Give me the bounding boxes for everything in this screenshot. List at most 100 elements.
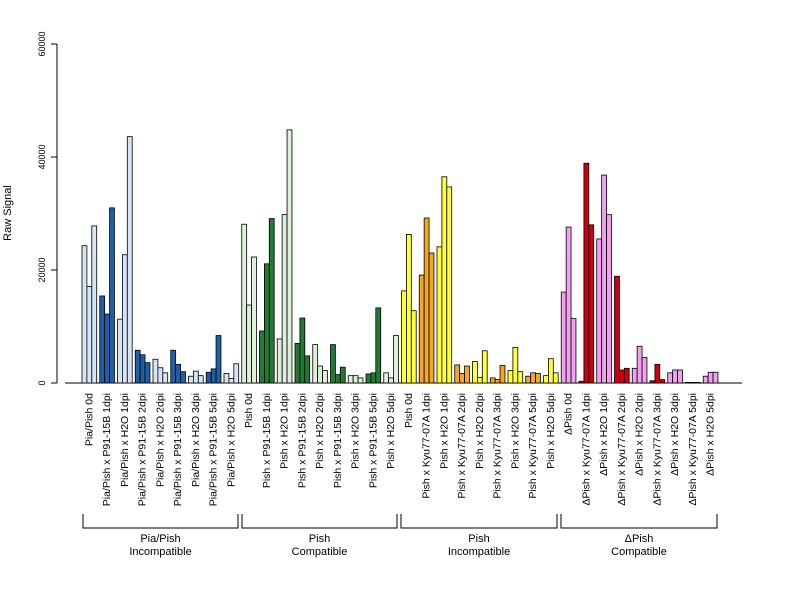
x-tick-label: Pish x H2O 3dpi bbox=[509, 393, 521, 469]
bar bbox=[91, 225, 98, 384]
bar bbox=[619, 369, 625, 384]
bar bbox=[405, 234, 412, 384]
bar bbox=[294, 343, 301, 384]
bar bbox=[197, 375, 204, 384]
bar bbox=[441, 176, 448, 384]
bar bbox=[126, 136, 133, 384]
bar bbox=[334, 374, 341, 384]
bar bbox=[370, 372, 377, 384]
bar bbox=[702, 375, 709, 384]
bar bbox=[357, 377, 364, 384]
group-label-line1: Pish bbox=[468, 533, 489, 545]
x-tick-label: ΔPish x H2O 2dpi bbox=[634, 393, 646, 476]
x-tick-label: Pish x P91-15B 2dpi bbox=[296, 393, 308, 488]
bar bbox=[281, 214, 288, 384]
x-tick-label: Pish x Kyu77-07A 2dpi bbox=[456, 393, 468, 499]
bar bbox=[454, 364, 461, 384]
bar bbox=[476, 376, 483, 384]
bar bbox=[365, 373, 372, 384]
bar bbox=[134, 349, 141, 384]
bar bbox=[144, 362, 151, 384]
bar bbox=[525, 375, 532, 384]
bar bbox=[481, 350, 488, 384]
bar bbox=[418, 274, 425, 384]
bar bbox=[410, 310, 417, 384]
bar bbox=[192, 370, 199, 384]
bar bbox=[631, 367, 638, 384]
bar bbox=[117, 318, 123, 384]
bar bbox=[312, 344, 319, 384]
bar bbox=[180, 371, 186, 384]
bar bbox=[535, 372, 541, 384]
x-tick-label: Pia/Pish x P91-15B 2dpi bbox=[137, 393, 149, 506]
x-tick-label: Pia/Pish x P91-15B 1dpi bbox=[101, 393, 113, 506]
bar bbox=[393, 335, 399, 384]
bar bbox=[241, 223, 248, 384]
bar bbox=[578, 380, 585, 384]
bar bbox=[672, 369, 678, 384]
bar bbox=[170, 349, 177, 384]
bar bbox=[614, 275, 620, 384]
bar bbox=[233, 363, 240, 384]
bar bbox=[99, 295, 106, 384]
bar bbox=[162, 372, 169, 384]
group-label-line2: Incompatible bbox=[448, 546, 510, 558]
bar bbox=[588, 224, 595, 384]
bar bbox=[565, 226, 572, 384]
group-bracket bbox=[400, 514, 558, 529]
bar bbox=[694, 382, 701, 384]
group-brackets: Pia/PishIncompatiblePishCompatiblePishIn… bbox=[82, 514, 718, 558]
y-axis-label: Raw Signal bbox=[2, 185, 14, 241]
bar bbox=[383, 372, 390, 384]
bar bbox=[623, 367, 630, 384]
bar bbox=[205, 371, 212, 384]
x-tick-label: Pish 0d bbox=[243, 393, 255, 428]
bar bbox=[139, 354, 146, 384]
group-bracket bbox=[241, 514, 398, 529]
bar bbox=[401, 290, 407, 384]
group-label-line2: Incompatible bbox=[129, 546, 191, 558]
y-tick-label: 0 bbox=[37, 380, 47, 385]
bar bbox=[552, 372, 559, 384]
group-label-line2: Compatible bbox=[611, 546, 667, 558]
bar bbox=[446, 186, 453, 384]
bar bbox=[322, 370, 328, 384]
bar bbox=[228, 378, 235, 384]
bar bbox=[685, 382, 691, 384]
bar bbox=[352, 375, 359, 384]
y-tick-label: 20000 bbox=[37, 257, 47, 282]
bar bbox=[428, 252, 435, 384]
x-tick-label: Pia/Pish x P91-15B 5dpi bbox=[208, 393, 220, 506]
bar bbox=[548, 358, 554, 384]
bar bbox=[659, 379, 666, 384]
bar bbox=[712, 371, 719, 384]
bar bbox=[109, 207, 115, 384]
x-tick-label: Pish x H2O 5dpi bbox=[545, 393, 557, 469]
bar bbox=[246, 304, 252, 384]
x-tick-label: ΔPish x H2O 3dpi bbox=[669, 393, 681, 476]
bar bbox=[157, 367, 164, 384]
bar bbox=[636, 345, 643, 384]
bar bbox=[654, 363, 661, 384]
bar bbox=[210, 368, 217, 384]
x-tick-label: Pish x Kyu77-07A 1dpi bbox=[421, 393, 433, 499]
bar bbox=[560, 291, 567, 384]
bar bbox=[641, 357, 648, 384]
bar bbox=[543, 375, 549, 384]
bar bbox=[690, 382, 696, 384]
bar bbox=[517, 371, 524, 384]
bar bbox=[276, 338, 283, 384]
bar bbox=[649, 380, 656, 384]
bar bbox=[268, 218, 275, 384]
bar bbox=[375, 307, 382, 384]
bar bbox=[472, 361, 478, 384]
bar bbox=[104, 313, 110, 384]
bar bbox=[259, 330, 265, 384]
bar bbox=[459, 372, 465, 384]
group-label-line1: Pia/Pish bbox=[140, 533, 180, 545]
x-tick-label: Pia/Pish x H2O 3dpi bbox=[190, 393, 202, 487]
bar bbox=[570, 318, 577, 384]
x-tick-label: Pish x H2O 1dpi bbox=[279, 393, 291, 469]
bar bbox=[388, 377, 394, 384]
